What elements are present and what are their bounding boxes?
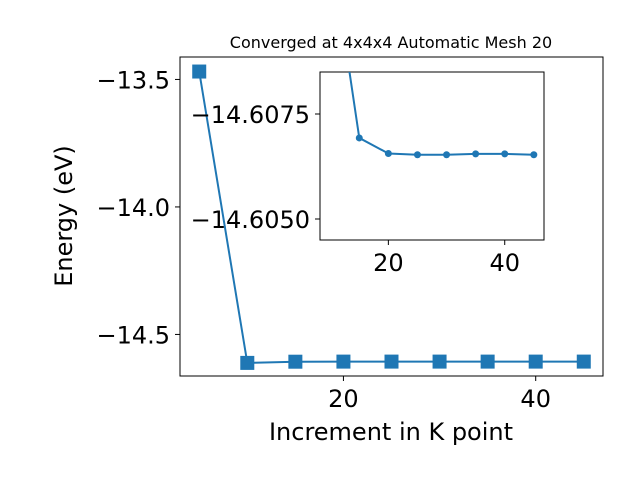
x-axis-label: Increment in K point — [269, 418, 513, 446]
x-tick-label: 20 — [373, 249, 404, 277]
x-tick-label: 20 — [328, 385, 359, 413]
marker — [192, 64, 207, 79]
marker — [240, 355, 255, 370]
series — [192, 64, 591, 370]
line — [348, 72, 534, 156]
marker — [480, 354, 495, 369]
y-axis-label: Energy (eV) — [50, 145, 78, 287]
marker — [355, 134, 363, 142]
marker — [528, 354, 543, 369]
marker — [530, 151, 538, 159]
y-tick-label: −14.0 — [96, 194, 170, 222]
chart-title: Converged at 4x4x4 Automatic Mesh 20 — [230, 33, 552, 52]
y-tick-label: −13.5 — [96, 66, 170, 94]
plot-area — [319, 71, 545, 241]
x-tick-label: 40 — [489, 249, 520, 277]
marker — [384, 149, 392, 157]
x-tick-label: 40 — [520, 385, 551, 413]
marker — [384, 354, 399, 369]
y-tick-label: −14.6050 — [191, 206, 310, 234]
series — [348, 72, 538, 159]
marker — [501, 150, 509, 158]
y-tick-label: −14.5 — [96, 321, 170, 349]
marker — [576, 354, 591, 369]
marker — [443, 151, 451, 159]
marker — [413, 151, 421, 159]
marker — [472, 150, 480, 158]
marker — [432, 354, 447, 369]
marker — [336, 354, 351, 369]
y-tick-label: −14.6075 — [191, 101, 310, 129]
marker — [288, 354, 303, 369]
